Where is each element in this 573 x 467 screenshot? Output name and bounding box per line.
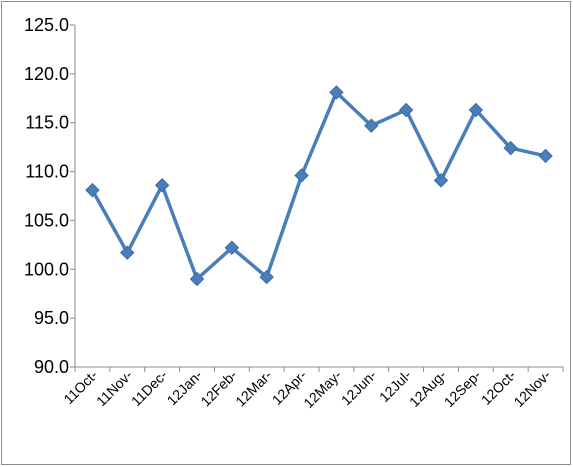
y-tick-label: 120.0: [24, 64, 69, 84]
y-tick-label: 105.0: [24, 210, 69, 230]
x-tick-label: 11Nov-: [93, 367, 136, 410]
y-axis-ticks: 90.0 95.0 100.0 105.0 110.0 115.0 120.0 125.0: [24, 15, 75, 377]
data-point-marker: [468, 102, 484, 118]
x-tick-label: 12Sep-: [441, 367, 484, 410]
data-point-marker: [503, 140, 518, 156]
y-tick-label: 90.0: [34, 357, 69, 377]
y-tick-label: 115.0: [25, 113, 69, 133]
x-tick-label: 12Jan-: [164, 367, 206, 409]
data-point-marker: [329, 85, 344, 100]
chart-axes: [74, 25, 563, 368]
y-tick-label: 125.0: [24, 15, 69, 35]
y-tick-label: 95.0: [34, 308, 69, 328]
data-point-marker: [189, 271, 205, 287]
data-point-marker: [224, 240, 240, 255]
y-tick-label: 100.0: [24, 259, 69, 279]
x-tick-label: 12Jun-: [338, 367, 380, 409]
data-point-marker: [398, 102, 414, 118]
x-tick-label: 12Mar-: [232, 367, 275, 410]
data-point-marker: [294, 168, 309, 183]
data-point-marker: [433, 173, 449, 188]
x-tick-label: 12May-: [300, 367, 345, 412]
x-tick-label: 12Nov-: [510, 367, 553, 410]
x-tick-label: 12Feb-: [197, 367, 240, 410]
data-point-marker: [259, 269, 274, 285]
x-tick-label: 11Dec-: [128, 367, 171, 410]
x-axis-ticks: 11Oct-11Nov-11Dec-12Jan-12Feb-12Mar-12Ap…: [60, 367, 564, 412]
data-point-marker: [120, 245, 135, 260]
x-tick-label: 12Aug-: [406, 367, 449, 410]
series-layer: [85, 85, 553, 287]
data-point-marker: [85, 182, 100, 198]
data-point-marker: [154, 178, 170, 193]
series-line: [90, 90, 546, 281]
data-point-marker: [364, 118, 379, 133]
y-tick-label: 110.0: [25, 162, 69, 182]
data-point-marker: [538, 148, 553, 164]
